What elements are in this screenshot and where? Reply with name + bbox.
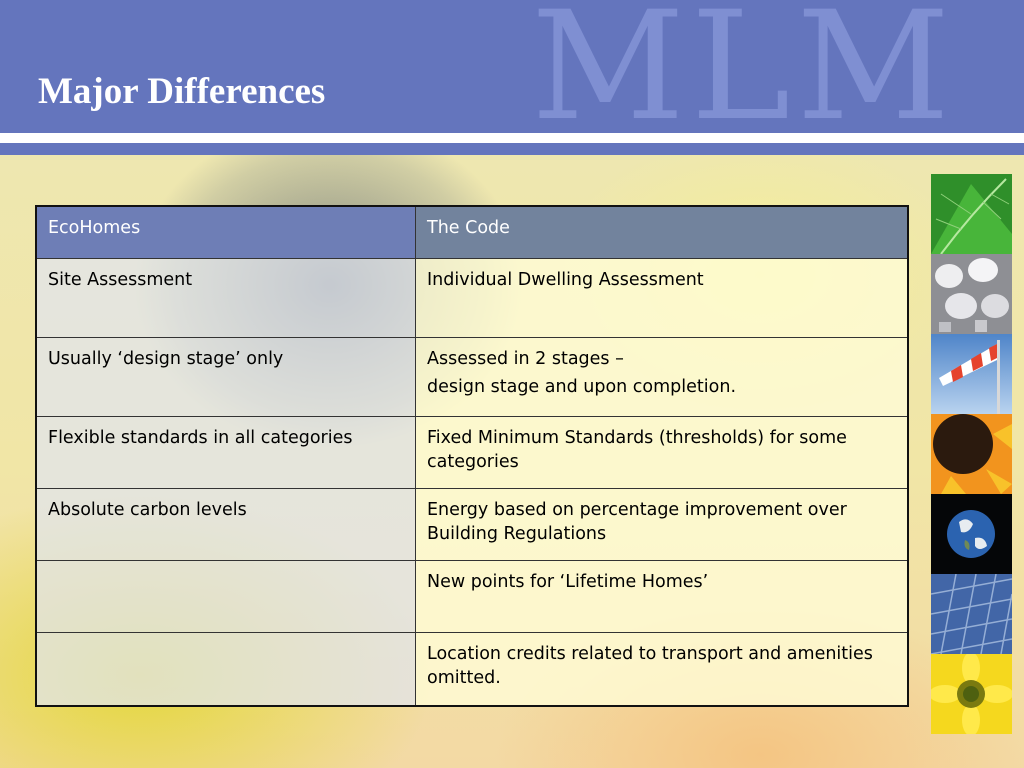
code-cell: Individual Dwelling Assessment xyxy=(415,258,909,338)
code-cell: New points for ‘Lifetime Homes’ xyxy=(415,560,909,633)
code-cell-text: design stage and upon completion. xyxy=(427,377,737,397)
page-title: Major Differences xyxy=(38,71,326,112)
table-row: Flexible standards in all categories Fix… xyxy=(35,416,909,489)
code-cell: Assessed in 2 stages – design stage and … xyxy=(415,337,909,417)
sunflower-image xyxy=(931,414,1012,494)
light-bulbs-image xyxy=(931,254,1012,334)
table-row: Usually ‘design stage’ only Assessed in … xyxy=(35,337,909,417)
solar-panel-image xyxy=(931,574,1012,654)
column-header-the-code: The Code xyxy=(415,205,909,259)
code-cell-text: New points for ‘Lifetime Homes’ xyxy=(427,572,709,592)
ecohomes-cell xyxy=(35,560,416,633)
ecohomes-cell: Site Assessment xyxy=(35,258,416,338)
comparison-table: EcoHomes The Code Site Assessment Indivi… xyxy=(35,205,909,707)
column-header-ecohomes: EcoHomes xyxy=(35,205,416,259)
earth-image xyxy=(931,494,1012,574)
code-cell-text: Fixed Minimum Standards (thresholds) for… xyxy=(427,428,847,472)
table-row: Absolute carbon levels Energy based on p… xyxy=(35,488,909,561)
windsock-image xyxy=(931,334,1012,414)
header-divider-white xyxy=(0,133,1024,143)
code-cell-text: Energy based on percentage improvement o… xyxy=(427,500,847,544)
ecohomes-cell xyxy=(35,632,416,706)
yellow-flower-image xyxy=(931,654,1012,734)
title-bar: MLM Major Differences xyxy=(0,0,1024,133)
table-row: Location credits related to transport an… xyxy=(35,632,909,706)
code-cell-text: Assessed in 2 stages – xyxy=(427,349,624,369)
ecohomes-cell: Flexible standards in all categories xyxy=(35,416,416,489)
code-cell-text: Individual Dwelling Assessment xyxy=(427,270,704,290)
code-cell-text: Location credits related to transport an… xyxy=(427,644,873,688)
mlm-watermark: MLM xyxy=(531,0,956,133)
code-cell: Energy based on percentage improvement o… xyxy=(415,488,909,561)
ecohomes-cell: Absolute carbon levels xyxy=(35,488,416,561)
header-divider-blue xyxy=(0,143,1024,155)
code-cell: Location credits related to transport an… xyxy=(415,632,909,706)
table-row: New points for ‘Lifetime Homes’ xyxy=(35,560,909,633)
ecohomes-cell: Usually ‘design stage’ only xyxy=(35,337,416,417)
table-header-row: EcoHomes The Code xyxy=(35,205,909,259)
table-row: Site Assessment Individual Dwelling Asse… xyxy=(35,258,909,338)
sidebar-image-strip xyxy=(931,174,1012,734)
code-cell: Fixed Minimum Standards (thresholds) for… xyxy=(415,416,909,489)
green-leaf-image xyxy=(931,174,1012,254)
